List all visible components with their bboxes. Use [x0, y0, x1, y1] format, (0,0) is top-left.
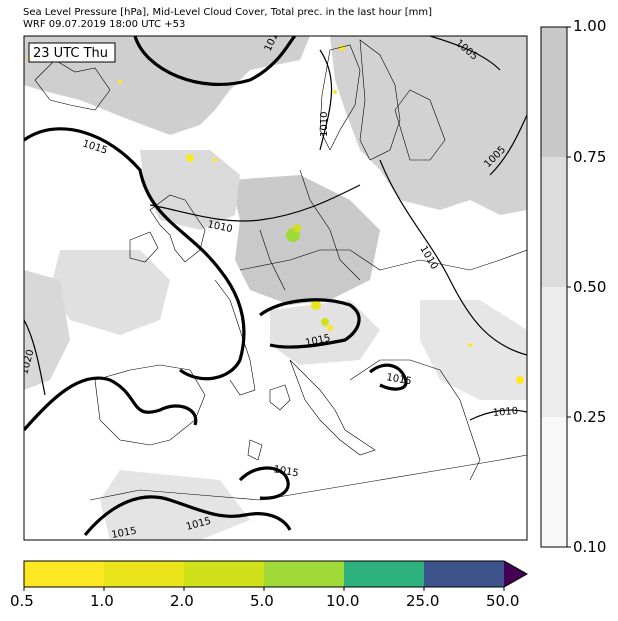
- isobar-1005-east: [489, 114, 527, 176]
- isobar-label: 1010: [206, 219, 233, 235]
- map-frame: [23, 35, 528, 541]
- cloud-region-north-sea: [140, 150, 240, 230]
- cloud-region-alps: [270, 300, 380, 365]
- cloud-bar-segment: [541, 417, 567, 547]
- cloud-region-south: [100, 470, 250, 540]
- precip-tick-label: 1.0: [90, 592, 114, 610]
- cloud-cover-layer: [24, 36, 527, 540]
- precip-bar-segment: [184, 561, 264, 587]
- isobar-1005-northeast: [429, 36, 501, 71]
- isobar-contours: [24, 36, 527, 537]
- precip-bar-segment: [344, 561, 424, 587]
- isobar-label: 1015: [272, 464, 299, 479]
- precip-tick-label: 2.0: [170, 592, 194, 610]
- time-label: 23 UTC Thu: [33, 46, 108, 61]
- cloud-cover-colorbar: [540, 26, 571, 548]
- cloud-bar-segment: [541, 27, 567, 157]
- cloud-region-west-iberia: [24, 270, 70, 390]
- precip-bar-segment: [264, 561, 344, 587]
- isobar-1010-east: [379, 159, 527, 356]
- cloud-region-biscay: [50, 250, 170, 335]
- map-panel: 1015 1015 1010 1010 1005 1005 1010 1020 …: [23, 35, 528, 541]
- cloud-region-balkans: [420, 300, 527, 400]
- isobar-1015-north-thick: [133, 36, 297, 86]
- isobar-1015-africa-thick: [83, 495, 292, 537]
- precip-bar-segment: [104, 561, 184, 587]
- isobar-1015-sicily-thick: [238, 466, 290, 500]
- cloud-bar-segment: [541, 157, 567, 287]
- precip-bar-extend-arrow: [504, 561, 527, 587]
- chart-title-line-1: Sea Level Pressure [hPa], Mid-Level Clou…: [23, 7, 433, 18]
- isobar-1020-west: [24, 319, 46, 396]
- isobar-1015-iberia-thick: [24, 376, 198, 432]
- isobar-1010-scandinavia: [319, 49, 333, 151]
- cloud-tick-label: 0.25: [573, 408, 607, 426]
- isobar-1015-balkan-thick: [369, 363, 408, 391]
- cloud-region-scandinavia: [330, 36, 527, 215]
- isobar-1015-west-thick: [24, 127, 246, 381]
- precip-tick-label: 10.0: [326, 592, 360, 610]
- cloud-tick-label: 1.00: [573, 17, 607, 35]
- cloud-tick-label: 0.75: [573, 148, 607, 166]
- precip-tick-label: 50.0: [486, 592, 520, 610]
- isobar-label: 1010: [319, 112, 330, 137]
- cloud-tick-label: 0.10: [573, 538, 607, 556]
- precip-tick-label: 25.0: [406, 592, 440, 610]
- precip-colorbar: [23, 560, 529, 591]
- precip-tick-label: 5.0: [250, 592, 274, 610]
- isobar-1010-southeast: [469, 409, 527, 421]
- cloud-bar-segment: [541, 287, 567, 417]
- isobar-label: 1015: [385, 372, 412, 387]
- isobar-label: 1015: [304, 333, 331, 349]
- isobar-label: 1010: [492, 406, 518, 419]
- isobar-1015-alps-thick: [259, 298, 361, 349]
- chart-title-line-2: WRF 09.07.2019 18:00 UTC +53: [23, 19, 186, 30]
- cloud-region-central-europe: [230, 175, 380, 305]
- isobar-1010-central: [149, 184, 361, 222]
- isobar-label: 1015: [111, 526, 138, 541]
- precip-bar-segment: [424, 561, 504, 587]
- precip-bar-segment: [24, 561, 104, 587]
- precip-tick-label: 0.5: [10, 592, 34, 610]
- cloud-tick-label: 0.50: [573, 278, 607, 296]
- time-label-box: 23 UTC Thu: [28, 42, 116, 63]
